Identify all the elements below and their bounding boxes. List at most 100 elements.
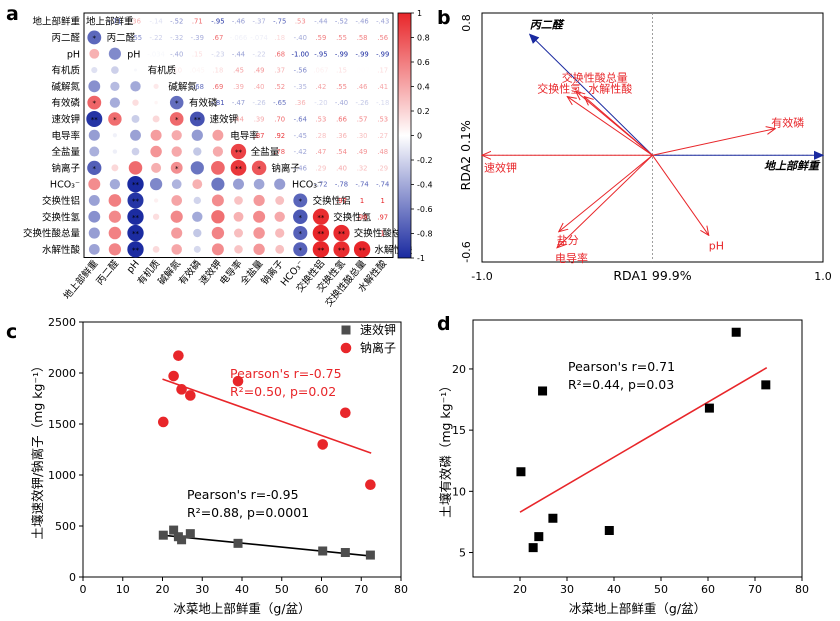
heatmap-significance: * <box>299 197 303 205</box>
y-tick-label: 2500 <box>48 316 76 329</box>
data-point <box>548 513 558 523</box>
heatmap-circle <box>253 178 265 190</box>
heatmap-circle <box>253 194 265 207</box>
rda-arrow-label: 水解性酸 <box>588 82 632 96</box>
data-point <box>176 384 187 395</box>
heatmap-diagonal-label: 交换性氢 <box>333 211 372 223</box>
heatmap-circle <box>211 160 225 175</box>
heatmap-circle <box>171 179 182 190</box>
heatmap-circle <box>127 241 144 258</box>
heatmap-circle <box>88 195 100 206</box>
heatmap-coefficient: -.44 <box>232 50 245 58</box>
heatmap-coefficient: .29 <box>377 164 388 172</box>
heatmap-circle <box>170 161 183 174</box>
heatmap-circle <box>169 112 184 126</box>
heatmap-coefficient: .40 <box>254 83 265 91</box>
data-point <box>173 350 184 361</box>
rda-arrow <box>530 34 653 156</box>
heatmap-circle <box>88 243 100 255</box>
heatmap-diagonal-label: 有效磷 <box>189 97 218 109</box>
heatmap-significance: * <box>93 100 97 108</box>
heatmap-circle <box>169 95 184 110</box>
x-tick-label: 80 <box>795 583 809 596</box>
heatmap-circle <box>88 80 101 93</box>
heatmap-diagonal-label: 丙二醛 <box>107 32 136 44</box>
heatmap-coefficient: .36 <box>295 99 306 107</box>
heatmap-coefficient: -.44 <box>314 18 327 26</box>
heatmap-circle <box>151 162 162 173</box>
heatmap-circle <box>192 179 203 190</box>
heatmap-circle <box>132 99 139 106</box>
data-point <box>761 380 771 390</box>
heatmap-coefficient: .44 <box>233 115 244 123</box>
heatmap-coefficient: -.40 <box>335 99 348 107</box>
heatmap-circle <box>275 196 285 205</box>
heatmap-significance: ** <box>338 230 346 238</box>
heatmap-coefficient: -.46 <box>294 164 307 172</box>
heatmap-coefficient: .41 <box>377 83 388 91</box>
heatmap-row-label: 交换性氢 <box>42 211 81 223</box>
x-axis-title: 冰菜地上部鲜重（g/盆） <box>569 601 706 616</box>
heatmap-coefficient: .46 <box>357 83 368 91</box>
heatmap-coefficient: -.26 <box>252 99 265 107</box>
heatmap-circle <box>312 208 329 225</box>
heatmap-coefficient: -.066 <box>230 34 248 42</box>
heatmap-coefficient: -.20 <box>314 99 327 107</box>
heatmap-coefficient: .39 <box>233 83 244 91</box>
heatmap-coefficient: .92 <box>274 132 285 140</box>
heatmap-coefficient: -.99 <box>335 50 348 58</box>
heatmap-circle <box>211 226 225 240</box>
heatmap-significance: * <box>93 34 97 42</box>
heatmap-circle <box>109 178 121 190</box>
heatmap-circle <box>152 245 160 253</box>
data-point <box>704 403 714 413</box>
legend-label: 钠离子 <box>360 340 396 355</box>
heatmap-significance: ** <box>132 230 140 238</box>
heatmap-circle <box>108 226 122 240</box>
heatmap-circle <box>171 244 182 255</box>
heatmap-circle <box>274 178 286 190</box>
x-tick-label: 50 <box>654 583 668 596</box>
y-tick-label: 1000 <box>48 469 76 482</box>
heatmap-coefficient: -.37 <box>252 18 265 26</box>
plot-frame <box>472 319 803 578</box>
heatmap-row-label: 钠离子 <box>51 162 80 174</box>
rda-arrow <box>567 97 653 156</box>
heatmap-circle <box>193 245 201 253</box>
heatmap-circle <box>275 244 285 254</box>
heatmap-coefficient: .30 <box>357 132 368 140</box>
heatmap-circle <box>154 100 158 105</box>
heatmap-coefficient: -.56 <box>294 67 307 75</box>
heatmap-coefficient: -.14 <box>149 18 162 26</box>
heatmap-circle <box>251 160 267 176</box>
heatmap-coefficient: -.43 <box>376 18 389 26</box>
heatmap-circle <box>193 196 201 205</box>
heatmap-circle <box>212 146 224 157</box>
heatmap-circle <box>211 243 224 256</box>
heatmap-coefficient: .067 <box>313 67 328 75</box>
heatmap-circle <box>88 210 101 223</box>
x-tick-label: 70 <box>354 583 368 596</box>
heatmap-circle <box>150 145 162 158</box>
heatmap-significance: ** <box>132 214 140 222</box>
heatmap-circle <box>154 231 158 235</box>
heatmap-circle <box>293 193 308 208</box>
rda-x-title: RDA1 99.9% <box>613 268 691 283</box>
heatmap-coefficient: .18 <box>274 34 285 42</box>
fit-annotation: Pearson's r=0.71 <box>568 359 675 374</box>
y-tick-label: 5 <box>459 547 466 560</box>
heatmap-coefficient: -.81 <box>211 99 224 107</box>
heatmap-coefficient: .97 <box>377 213 388 221</box>
heatmap-circle <box>130 81 141 92</box>
panel-a-letter: a <box>6 3 19 25</box>
heatmap-circle <box>211 194 224 207</box>
y-tick-label: 10 <box>452 485 466 498</box>
y-tick-label: 2000 <box>48 367 76 380</box>
rda-y-title: RDA2 0.1% <box>458 120 473 190</box>
heatmap-circle <box>127 192 144 209</box>
heatmap-row-label: 电导率 <box>51 130 80 142</box>
heatmap-circle <box>193 147 202 156</box>
heatmap-coefficient: .69 <box>212 83 223 91</box>
data-point <box>185 529 195 539</box>
heatmap-coefficient: -.74 <box>376 181 389 189</box>
